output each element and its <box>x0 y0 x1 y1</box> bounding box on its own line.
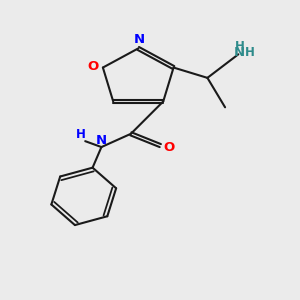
Text: H: H <box>235 40 245 52</box>
Text: O: O <box>163 141 174 154</box>
Text: H: H <box>244 46 254 59</box>
Text: N: N <box>234 46 245 59</box>
Text: O: O <box>87 60 98 73</box>
Text: N: N <box>96 134 107 147</box>
Text: N: N <box>134 33 145 46</box>
Text: H: H <box>76 128 86 141</box>
